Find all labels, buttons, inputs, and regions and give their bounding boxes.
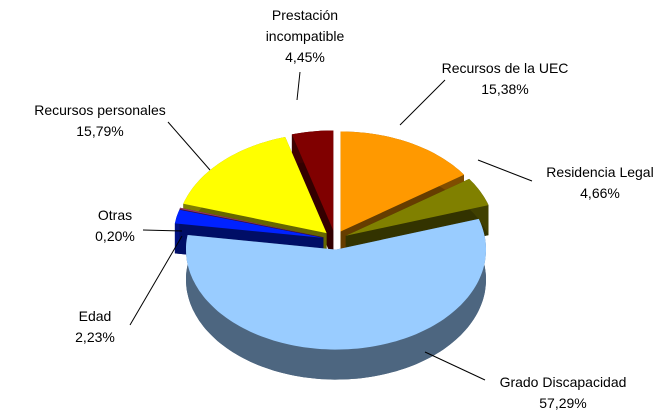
leader-line — [399, 79, 446, 126]
value-label: 15,79% — [76, 123, 124, 139]
category-name: Grado Discapacidad — [499, 374, 627, 390]
slice — [183, 137, 327, 234]
slice-label: Residencia Legal 4,66% — [530, 162, 670, 204]
category-name: Otras — [97, 207, 133, 223]
slice-label: Recursos de la UEC 15,38% — [420, 58, 590, 100]
slice-wall — [186, 218, 486, 380]
slice-label: Grado Discapacidad 57,29% — [478, 372, 648, 414]
value-label: 4,66% — [580, 185, 620, 201]
slice — [291, 130, 334, 231]
slice-label: Recursos personales 15,79% — [10, 100, 190, 142]
value-label: 57,29% — [539, 395, 587, 411]
leader-line — [129, 235, 183, 326]
leader-line — [167, 121, 211, 171]
leader-line — [296, 71, 301, 101]
slice-label: Edad 2,23% — [65, 306, 125, 348]
value-label: 2,23% — [75, 329, 115, 345]
leader-line — [424, 351, 486, 381]
category-name: Edad — [78, 308, 112, 324]
slice-label: Prestación incompatible 4,45% — [250, 5, 360, 68]
slice-label: Otras 0,20% — [85, 205, 145, 247]
slice — [179, 207, 324, 238]
category-name: Recursos personales — [34, 102, 166, 118]
slice — [174, 209, 324, 238]
slice — [186, 218, 486, 350]
category-name: Recursos de la UEC — [441, 60, 569, 76]
category-name: Residencia Legal — [546, 164, 654, 180]
value-label: 15,38% — [481, 81, 529, 97]
leader-line — [142, 229, 183, 232]
slice — [340, 131, 464, 232]
value-label: 4,45% — [285, 49, 325, 65]
leader-line — [477, 159, 533, 182]
slice — [345, 178, 489, 236]
value-label: 0,20% — [95, 228, 135, 244]
category-name: Prestación incompatible — [265, 7, 345, 44]
